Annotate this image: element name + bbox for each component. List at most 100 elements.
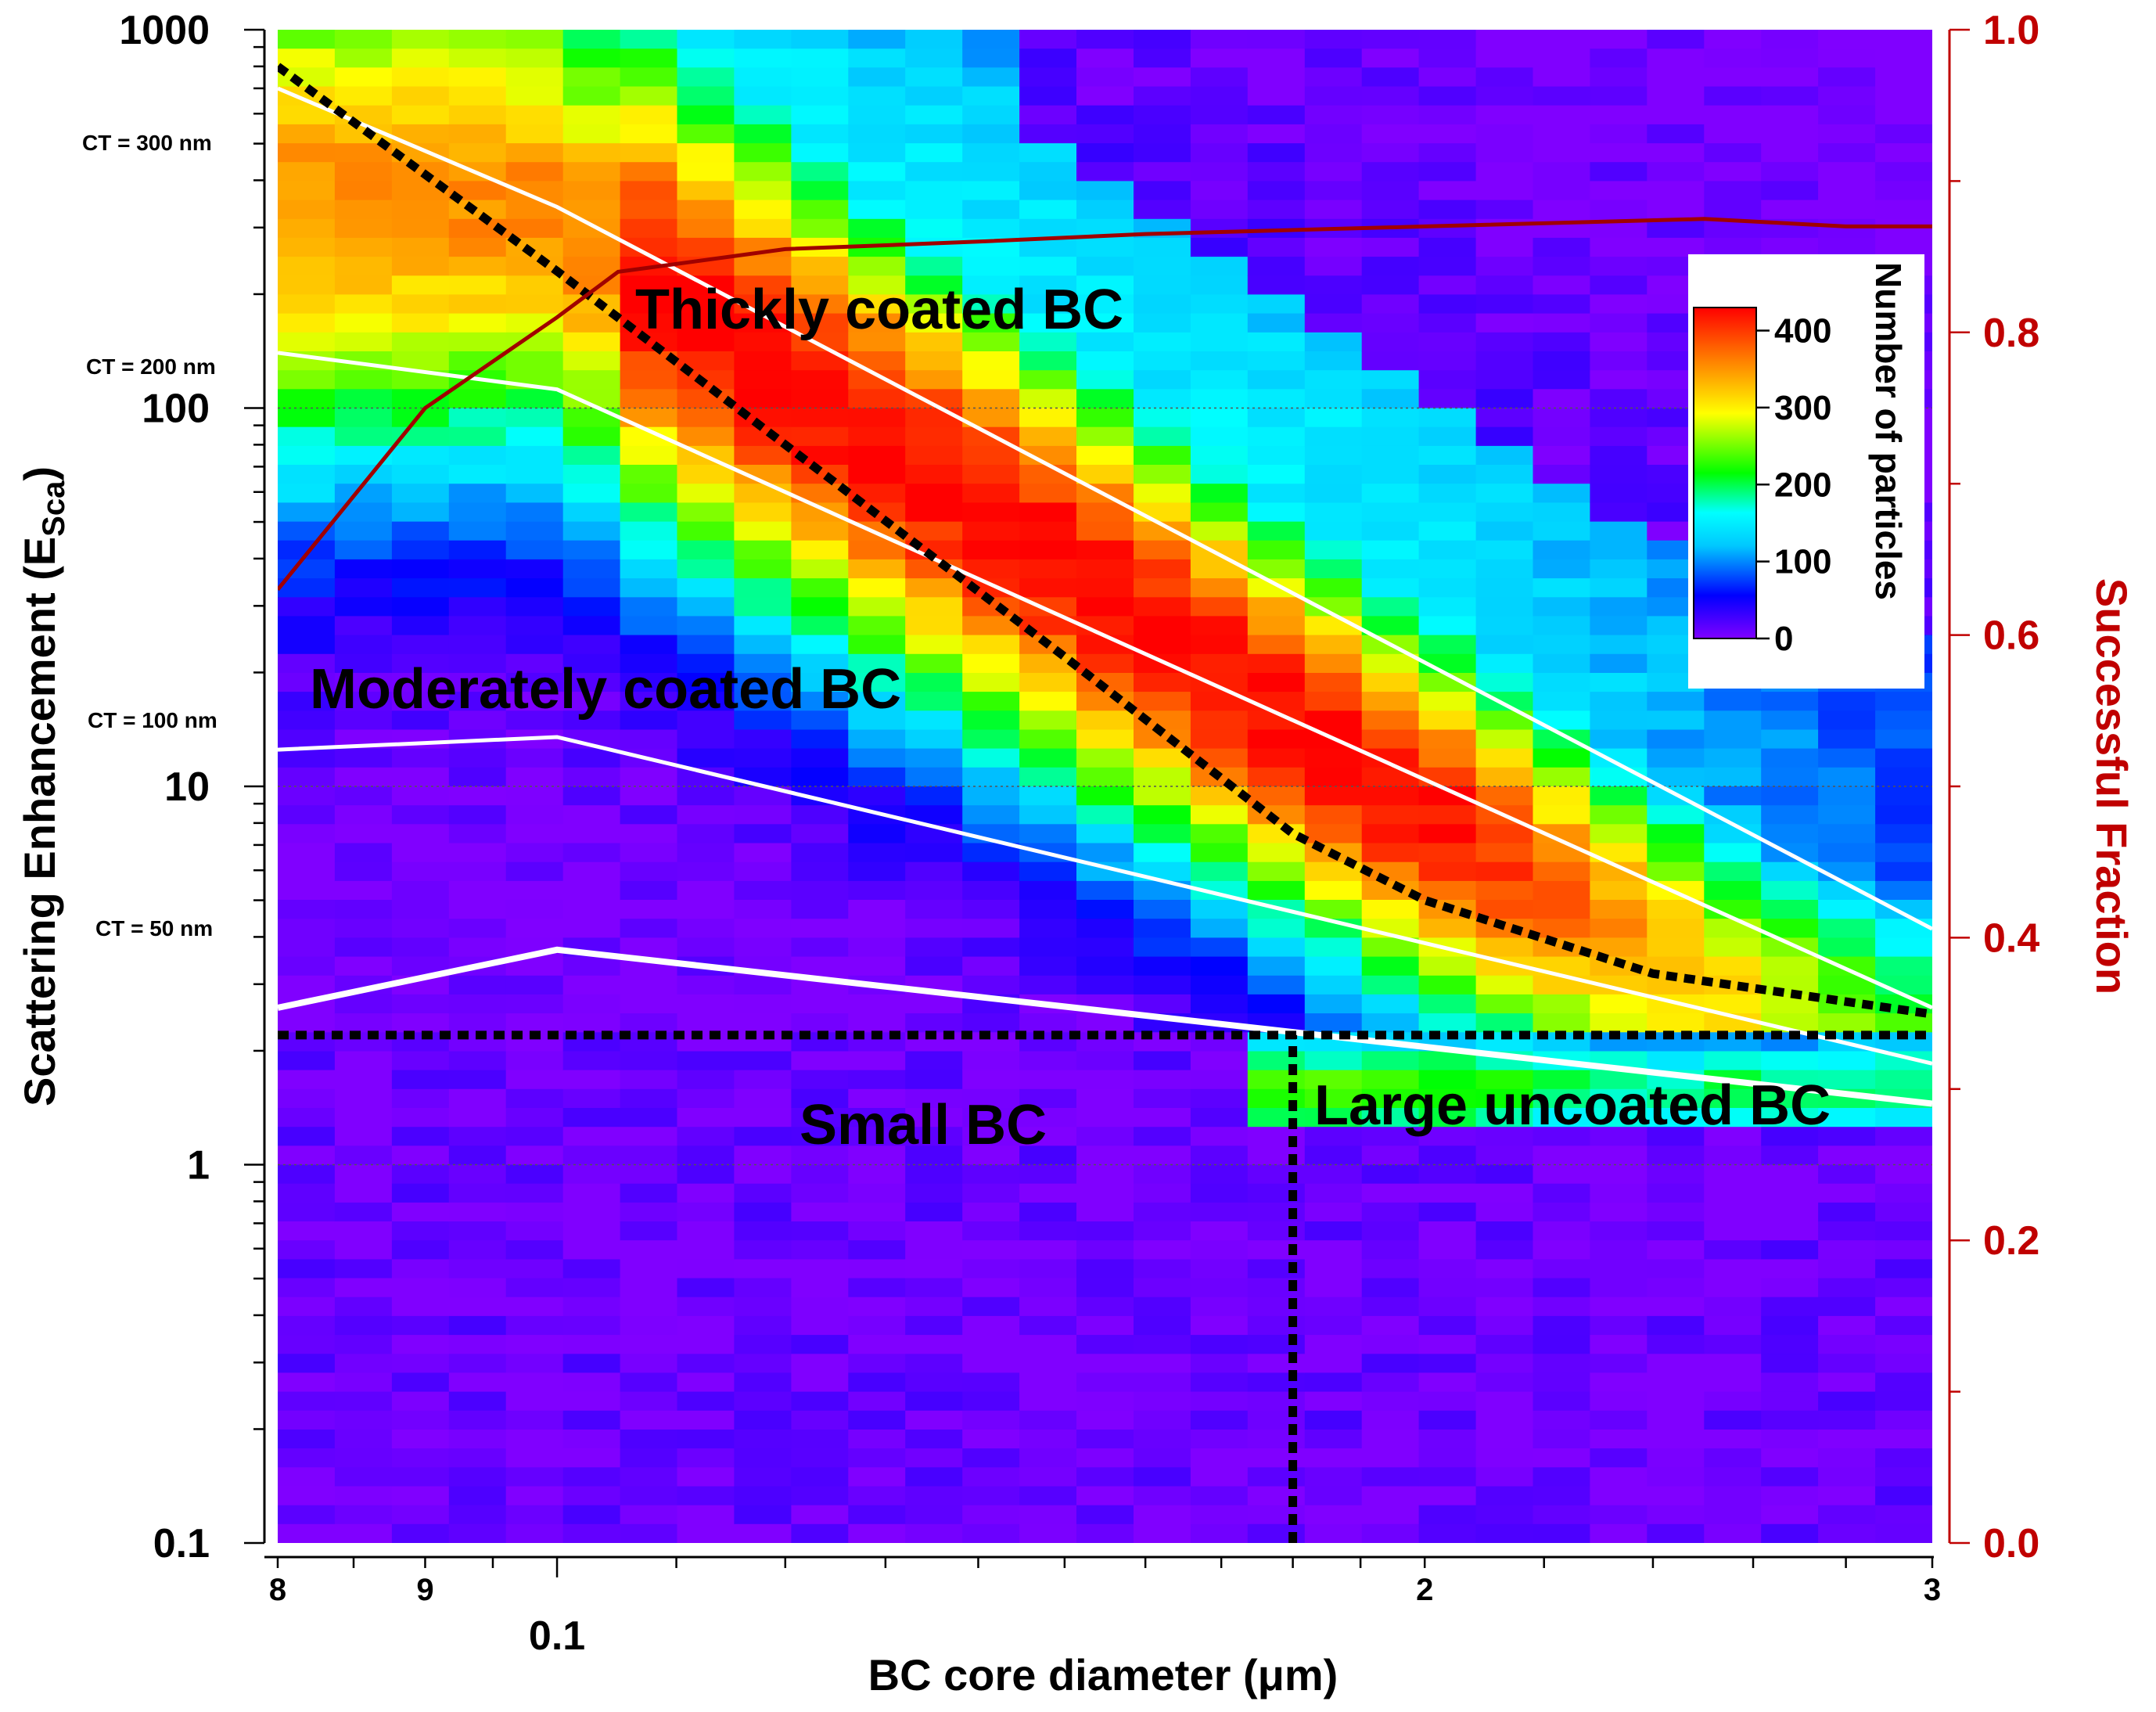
- ct-line-2: [278, 735, 1932, 1066]
- heatmap-cell: [1190, 956, 1249, 976]
- heatmap-cell: [1704, 1315, 1762, 1336]
- heatmap-cell: [1704, 1430, 1762, 1449]
- heatmap-cell: [791, 370, 849, 390]
- heatmap-cell: [562, 124, 621, 144]
- heatmap-cell: [848, 710, 906, 731]
- heatmap-cell: [1361, 956, 1420, 976]
- heatmap-cell: [1647, 1391, 1705, 1412]
- heatmap-cell: [1761, 1391, 1819, 1412]
- heatmap-cell: [1134, 937, 1191, 958]
- heatmap-cell: [1134, 181, 1191, 201]
- heatmap-cell: [505, 1221, 564, 1241]
- heatmap-cell: [1475, 729, 1534, 750]
- heatmap-cell: [1590, 257, 1648, 276]
- heatmap-cell: [1247, 465, 1306, 484]
- heatmap-cell: [1761, 880, 1819, 901]
- heatmap-cell: [1190, 673, 1249, 692]
- heatmap-cell: [278, 1354, 336, 1374]
- heatmap-cell: [1134, 1278, 1191, 1298]
- heatmap-cell: [1818, 1467, 1876, 1487]
- heatmap-cell: [278, 1467, 336, 1487]
- heatmap-cell: [505, 919, 564, 938]
- heatmap-cell: [677, 1467, 735, 1487]
- heatmap-cell: [1304, 1240, 1363, 1260]
- heatmap-cell: [391, 162, 450, 182]
- heatmap-cell: [1019, 502, 1077, 523]
- heatmap-cell: [448, 105, 507, 125]
- heatmap-cell: [1418, 1410, 1477, 1430]
- heatmap-cell: [562, 1051, 621, 1071]
- heatmap-cell: [1590, 805, 1648, 825]
- heatmap-cell: [1361, 1127, 1420, 1146]
- heatmap-cell: [848, 824, 906, 844]
- heatmap-cell: [562, 1391, 621, 1412]
- heatmap-cell: [848, 994, 906, 1014]
- heatmap-cell: [1190, 370, 1249, 390]
- heatmap-cell: [1818, 1146, 1876, 1166]
- heatmap-cell: [1590, 994, 1648, 1014]
- heatmap-cell: [1475, 1127, 1534, 1146]
- heatmap-cell: [505, 1467, 564, 1487]
- heatmap-cell: [1134, 919, 1191, 938]
- heatmap-cell: [734, 1278, 792, 1298]
- heatmap-cell: [962, 332, 1020, 352]
- heatmap-cell: [1475, 824, 1534, 844]
- heatmap-cell: [734, 578, 792, 598]
- heatmap-cell: [905, 1391, 963, 1412]
- x-tick-label: 8: [269, 1573, 286, 1607]
- heatmap-cell: [1019, 1183, 1077, 1203]
- heatmap-cell: [620, 1354, 678, 1374]
- heatmap-cell: [734, 105, 792, 125]
- heatmap-cell: [1418, 1505, 1477, 1525]
- heatmap-cell: [1019, 1108, 1077, 1128]
- heatmap-cell: [391, 105, 450, 125]
- heatmap-cell: [391, 257, 450, 276]
- heatmap-cell: [334, 257, 393, 276]
- heatmap-cell: [1704, 1523, 1762, 1543]
- heatmap-cell: [1590, 162, 1648, 182]
- heatmap-cell: [1304, 408, 1363, 428]
- heatmap-cell: [1875, 1467, 1932, 1487]
- heatmap-cell: [278, 975, 336, 995]
- heatmap-cell: [505, 692, 564, 711]
- heatmap-cell: [1818, 124, 1876, 144]
- heatmap-cell: [1875, 1448, 1932, 1468]
- heatmap-cell: [1304, 237, 1363, 257]
- heatmap-cell: [562, 86, 621, 106]
- heatmap-cell: [677, 843, 735, 863]
- heatmap-cell: [1590, 294, 1648, 315]
- heatmap-cell: [677, 389, 735, 409]
- heatmap-cell: [734, 1183, 792, 1203]
- heatmap-cell: [1647, 1297, 1705, 1317]
- heatmap-cell: [1704, 124, 1762, 144]
- heatmap-cell: [1875, 1430, 1932, 1449]
- heatmap-cell: [791, 162, 849, 182]
- heatmap-cell: [278, 49, 336, 68]
- heatmap-cell: [620, 408, 678, 428]
- heatmap-cell: [1304, 143, 1363, 163]
- heatmap-cell: [391, 86, 450, 106]
- heatmap-cell: [905, 1146, 963, 1166]
- heatmap-cell: [1590, 275, 1648, 296]
- heatmap-cell: [391, 540, 450, 560]
- heatmap-cell: [562, 408, 621, 428]
- heatmap-cell: [905, 616, 963, 636]
- heatmap-cell: [278, 578, 336, 598]
- heatmap-cell: [334, 1523, 393, 1543]
- heatmap-cell: [1761, 710, 1819, 731]
- heatmap-cell: [1247, 484, 1306, 503]
- heatmap-cell: [1247, 975, 1306, 995]
- heatmap-cell: [1361, 975, 1420, 995]
- heatmap-cell: [1304, 332, 1363, 352]
- heatmap-cell: [1190, 729, 1249, 750]
- ct-line-0: [278, 86, 1932, 931]
- heatmap-cell: [505, 124, 564, 144]
- heatmap-cell: [1475, 1335, 1534, 1354]
- heatmap-cell: [1304, 105, 1363, 125]
- heatmap-cell: [562, 1164, 621, 1185]
- heatmap-cell: [1076, 937, 1134, 958]
- heatmap-cell: [1761, 1467, 1819, 1487]
- heatmap-cell: [1875, 1391, 1932, 1412]
- heatmap-cell: [1019, 805, 1077, 825]
- heatmap-cell: [1190, 994, 1249, 1014]
